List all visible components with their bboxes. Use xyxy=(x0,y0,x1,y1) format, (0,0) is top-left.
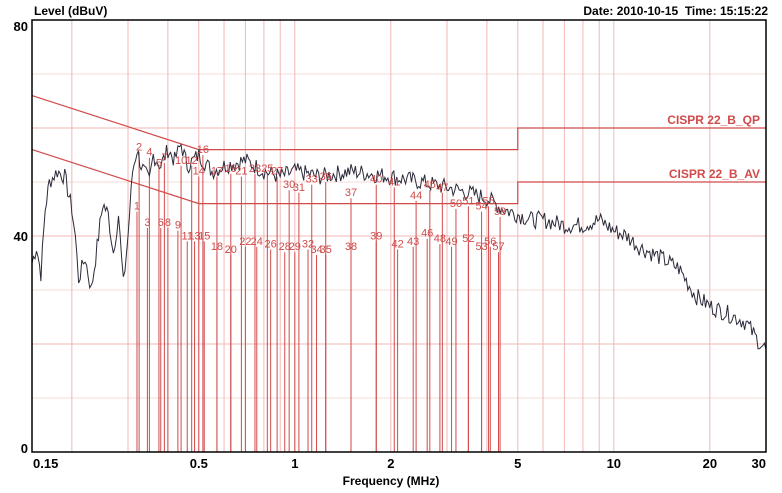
marker-label: 44 xyxy=(410,190,422,202)
marker-label: 52 xyxy=(462,233,474,245)
x-axis-label: Frequency (MHz) xyxy=(342,474,440,488)
marker-label: 23 xyxy=(249,163,261,175)
limit-line xyxy=(31,149,766,205)
marker-label: 38 xyxy=(345,241,357,253)
marker-label: 42 xyxy=(391,239,403,251)
marker-label: 53 xyxy=(475,241,487,253)
marker-label: 28 xyxy=(279,241,291,253)
x-tick-label: 30 xyxy=(752,456,766,471)
marker-label: 58 xyxy=(494,206,506,218)
marker-label: 15 xyxy=(198,230,210,242)
date-label: Date: xyxy=(583,4,614,18)
time-value: 15:15:22 xyxy=(719,4,768,18)
marker-label: 51 xyxy=(462,195,474,207)
limit-label: CISPR 22_B_AV xyxy=(669,167,760,181)
time-label: Time: xyxy=(684,4,717,18)
marker-label: 27 xyxy=(271,166,283,178)
marker-label: 32 xyxy=(302,239,314,251)
marker-label: 7 xyxy=(161,152,167,164)
x-tick-label: 2 xyxy=(387,456,394,471)
marker-label: 34 xyxy=(310,244,322,256)
marker-label: 56 xyxy=(484,236,496,248)
marker-label: 2 xyxy=(136,141,142,153)
marker-label: 5 xyxy=(156,158,162,170)
grid xyxy=(32,20,766,452)
date-value: 2010-10-15 xyxy=(616,4,679,18)
marker-label: 1 xyxy=(134,201,140,213)
marker-label: 4 xyxy=(146,147,152,159)
marker-label: 10 xyxy=(175,155,187,167)
limit-label: CISPR 22_B_QP xyxy=(667,113,760,127)
marker-label: 49 xyxy=(445,236,457,248)
marker-label: 11 xyxy=(182,230,193,242)
marker-label: 54 xyxy=(475,201,487,213)
x-tick-label: 0.5 xyxy=(190,456,208,471)
spectrum-trace xyxy=(31,143,767,350)
marker-label: 3 xyxy=(144,217,150,229)
marker-label: 40 xyxy=(370,174,382,186)
marker-label: 16 xyxy=(197,144,209,156)
marker-label: 55 xyxy=(482,195,494,207)
x-tick-label: 0.15 xyxy=(33,456,58,471)
marker-label: 14 xyxy=(193,166,205,178)
marker-label: 22 xyxy=(239,236,251,248)
marker-label: 13 xyxy=(188,230,200,242)
x-tick-label: 20 xyxy=(703,456,717,471)
limit-lines: CISPR 22_B_QP CISPR 22_B_AV xyxy=(31,95,766,205)
marker-label: 24 xyxy=(251,236,263,248)
x-tick-label: 5 xyxy=(514,456,521,471)
marker-label: 35 xyxy=(320,244,332,256)
y-tick-label: 80 xyxy=(14,19,28,34)
marker-label: 6 xyxy=(158,217,164,229)
marker-label: 33 xyxy=(306,174,318,186)
marker-label: 29 xyxy=(289,241,301,253)
marker-lines xyxy=(136,152,501,452)
marker-label: 36 xyxy=(320,171,332,183)
marker-label: 25 xyxy=(261,163,273,175)
marker-label: 48 xyxy=(434,233,446,245)
marker-label: 50 xyxy=(450,198,462,210)
marker-label: 37 xyxy=(345,187,357,199)
marker-label: 46 xyxy=(421,228,433,240)
marker-label: 21 xyxy=(235,166,247,178)
x-tick-label: 10 xyxy=(607,456,621,471)
marker-label: 26 xyxy=(265,239,277,251)
date-time-readout: Date: 2010-10-15 Time: 15:15:22 xyxy=(583,4,768,18)
y-tick-label: 40 xyxy=(14,229,28,244)
marker-label: 12 xyxy=(186,155,198,167)
limit-line xyxy=(31,95,766,151)
x-tick-label: 1 xyxy=(291,456,298,471)
trace-path xyxy=(31,143,767,350)
marker-label: 45 xyxy=(424,179,436,191)
marker-label: 8 xyxy=(165,217,171,229)
y-tick-label: 0 xyxy=(21,441,28,456)
marker-label: 9 xyxy=(175,220,181,232)
marker-label: 47 xyxy=(436,182,448,194)
marker-label: 30 xyxy=(283,179,295,191)
marker-label: 31 xyxy=(293,182,305,194)
marker-label: 20 xyxy=(225,244,237,256)
marker-label: 17 xyxy=(211,166,223,178)
marker-label: 39 xyxy=(370,230,382,242)
y-axis-label: Level (dBuV) xyxy=(34,4,108,18)
marker-label: 18 xyxy=(211,241,223,253)
marker-label: 19 xyxy=(225,163,237,175)
plot-frame xyxy=(31,19,767,453)
marker-label: 43 xyxy=(407,236,419,248)
marker-label: 57 xyxy=(492,241,504,253)
marker-label: 41 xyxy=(388,176,400,188)
